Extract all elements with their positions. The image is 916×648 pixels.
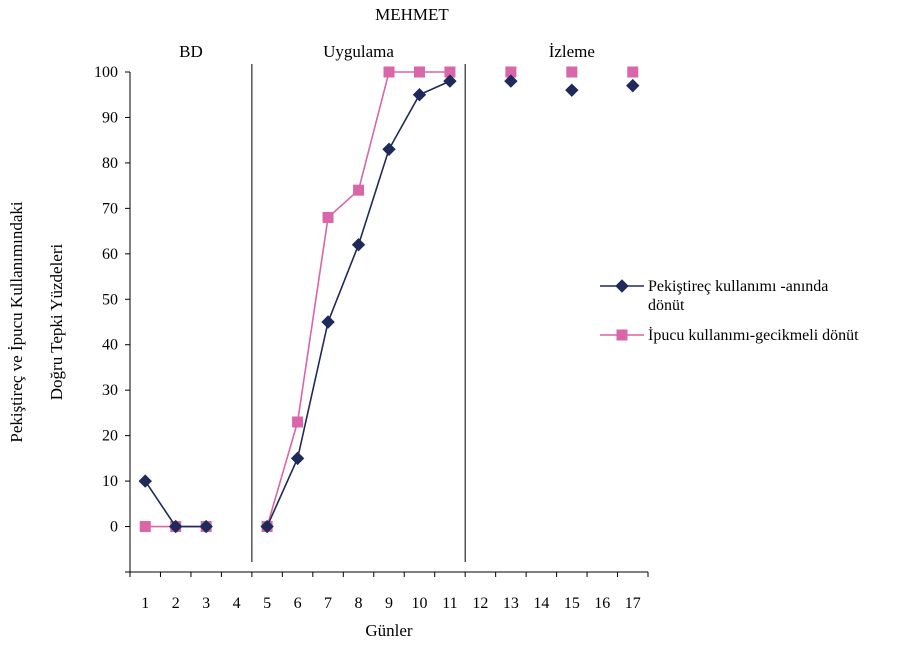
legend-label: İpucu kullanımı-gecikmeli dönüt [648, 326, 859, 344]
legend-marker-diamond [615, 279, 629, 293]
phase-label: Uygulama [323, 42, 394, 61]
data-point-square [566, 66, 578, 78]
series-layer [138, 66, 640, 534]
data-point-diamond [412, 88, 427, 102]
x-tick-label: 14 [533, 595, 549, 612]
y-axis-label-line-1: Pekiştireç ve İpucu Kullanımındaki [7, 201, 26, 443]
data-point-diamond [382, 142, 396, 156]
x-tick-label: 3 [202, 595, 210, 612]
data-point-diamond [290, 451, 305, 466]
y-axis-label-line-2: Doğru Tepki Yüzdeleri [47, 243, 66, 400]
y-tick-label: 40 [102, 337, 118, 354]
data-point-square [383, 66, 395, 78]
series-square [139, 66, 639, 533]
x-tick-label: 13 [503, 595, 519, 612]
x-tick-label: 5 [263, 595, 271, 612]
data-point-square [505, 66, 517, 78]
data-point-square [444, 66, 456, 78]
chart-title: MEHMET [375, 5, 449, 24]
data-point-square [627, 66, 639, 78]
phase-label: BD [179, 42, 203, 61]
y-tick-label: 60 [102, 246, 118, 263]
data-point-diamond [168, 519, 183, 534]
x-axis-label: Günler [365, 621, 413, 640]
y-tick-label: 0 [110, 519, 118, 536]
y-ticks: 0 10 20 30 40 50 60 70 80 90 100 [94, 64, 130, 573]
x-tick-label: 2 [172, 595, 180, 612]
y-axis-label: Pekiştireç ve İpucu Kullanımındaki Doğru… [7, 201, 66, 443]
x-tick-label: 6 [294, 595, 302, 612]
legend-label: Pekiştireç kullanımı -anında [648, 278, 828, 295]
y-tick-label: 100 [94, 64, 118, 81]
data-point-diamond [138, 474, 152, 488]
data-point-diamond [565, 83, 579, 97]
phase-lines [251, 64, 466, 562]
series-diamond [138, 74, 640, 534]
y-tick-label: 80 [102, 155, 118, 172]
x-tick-label: 10 [411, 595, 427, 612]
phase-label: İzleme [549, 42, 595, 61]
x-tick-label: 15 [564, 595, 580, 612]
x-tick-label: 1 [141, 595, 149, 612]
axes [129, 72, 648, 573]
data-point-square [353, 184, 365, 196]
x-ticks: 1 2 3 4 5 6 7 8 9 10 11 12 13 14 15 16 17 [129, 572, 649, 612]
data-point-diamond [199, 519, 213, 534]
y-tick-label: 30 [102, 382, 118, 399]
y-tick-label: 90 [102, 109, 118, 126]
data-point-square [413, 66, 425, 78]
y-tick-label: 50 [102, 291, 118, 308]
x-tick-label: 7 [324, 595, 332, 612]
phase-labels: BD Uygulama İzleme [179, 42, 595, 61]
legend-label: dönüt [648, 297, 685, 314]
legend: Pekiştireç kullanımı -anında dönüt İpucu k… [600, 278, 859, 344]
x-tick-label: 17 [625, 595, 641, 612]
legend-marker-square [616, 329, 628, 341]
x-tick-label: 8 [355, 595, 363, 612]
data-point-square [292, 416, 304, 428]
data-point-diamond [504, 74, 518, 88]
y-tick-label: 70 [102, 200, 118, 217]
x-tick-label: 16 [594, 595, 610, 612]
x-tick-label: 9 [385, 595, 393, 612]
data-point-diamond [321, 315, 335, 329]
data-point-diamond [626, 78, 640, 93]
y-tick-label: 10 [102, 473, 118, 490]
y-tick-label: 20 [102, 428, 118, 445]
series-line [144, 480, 207, 528]
x-tick-label: 11 [442, 595, 457, 612]
x-tick-label: 4 [233, 595, 241, 612]
legend-item: İpucu kullanımı-gecikmeli dönüt [600, 326, 859, 344]
data-point-diamond [351, 238, 366, 252]
data-point-square [322, 211, 334, 223]
data-point-diamond [260, 519, 274, 534]
x-tick-label: 12 [472, 595, 488, 612]
legend-item: Pekiştireç kullanımı -anında dönüt [600, 278, 828, 314]
data-point-square [139, 521, 151, 533]
data-point-diamond [443, 74, 457, 88]
